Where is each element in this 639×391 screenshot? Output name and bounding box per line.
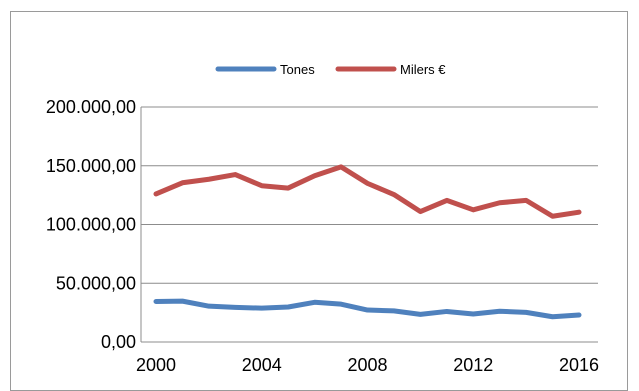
legend-label-1: Milers €	[400, 62, 446, 77]
y-tick-label: 150.000,00	[46, 156, 136, 176]
x-tick-label: 2012	[453, 355, 493, 375]
y-axis: 0,00 50.000,00 100.000,00 150.000,00 200.000…	[46, 97, 142, 352]
series-group	[153, 164, 582, 320]
series-line-0	[153, 298, 582, 320]
x-tick-label: 2016	[559, 355, 599, 375]
legend: Tones Milers €	[215, 62, 446, 77]
legend-label-0: Tones	[280, 62, 315, 77]
gridlines	[141, 106, 598, 343]
y-tick-label: 0,00	[101, 332, 136, 352]
x-axis: 2000 2004 2008 2012 2016	[136, 355, 599, 375]
line-chart: 0,00 50.000,00 100.000,00 150.000,00 200.000…	[46, 62, 599, 375]
y-tick-label: 200.000,00	[46, 97, 136, 117]
series-line-1	[153, 164, 582, 219]
y-tick-label: 50.000,00	[56, 273, 136, 293]
x-tick-label: 2004	[242, 355, 282, 375]
y-tick-label: 100.000,00	[46, 215, 136, 235]
x-tick-label: 2000	[136, 355, 176, 375]
x-tick-label: 2008	[347, 355, 387, 375]
